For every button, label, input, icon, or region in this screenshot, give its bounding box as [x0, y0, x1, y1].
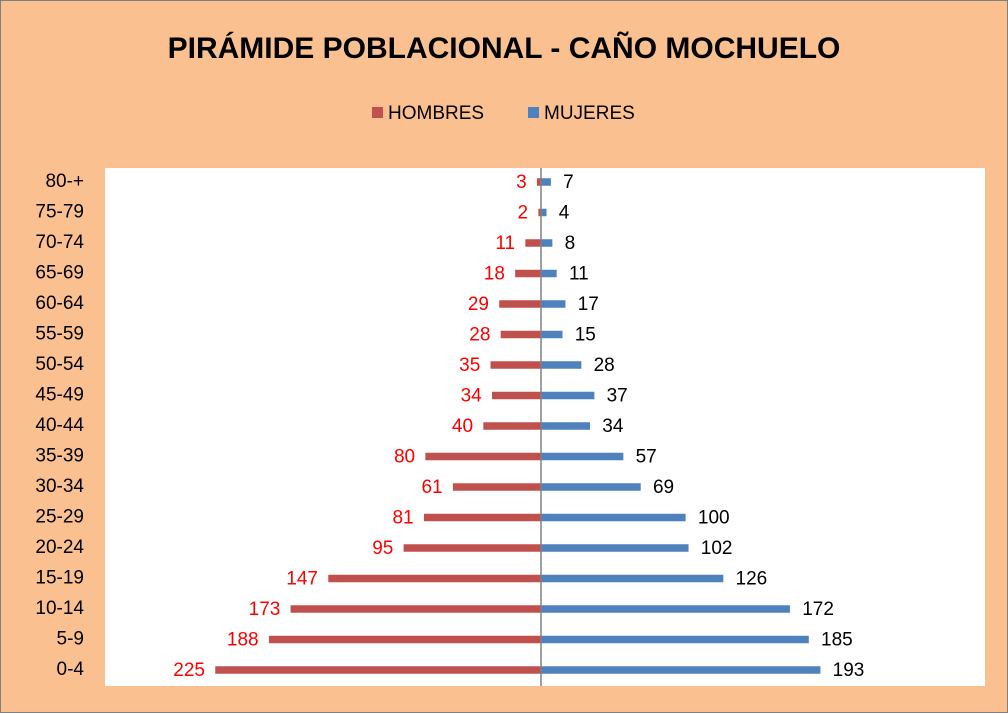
bar	[540, 635, 810, 644]
data-label: 29	[468, 294, 489, 315]
data-label: 69	[653, 477, 674, 498]
data-label: 185	[821, 630, 853, 651]
bar	[540, 360, 582, 370]
data-label: 172	[802, 599, 834, 620]
y-tick-label: 5-9	[57, 629, 84, 650]
bar	[403, 543, 542, 553]
y-tick-label: 30-34	[35, 476, 84, 497]
data-label: 95	[372, 538, 393, 559]
data-label: 28	[594, 355, 615, 376]
data-label: 37	[607, 386, 628, 407]
bar	[540, 330, 563, 339]
bar	[540, 482, 642, 492]
bar	[290, 604, 542, 614]
bar	[540, 421, 591, 431]
bar	[500, 330, 542, 339]
data-label: 11	[569, 264, 589, 285]
data-label: 35	[459, 355, 480, 376]
data-label: 11	[495, 233, 515, 254]
data-label: 34	[602, 416, 624, 437]
bar	[498, 299, 542, 309]
bar	[452, 482, 542, 492]
data-label: 61	[421, 477, 442, 498]
y-tick-label: 15-19	[35, 568, 84, 589]
bar	[423, 513, 542, 522]
bar	[540, 177, 552, 187]
y-tick-label: 65-69	[35, 263, 84, 284]
y-tick-label: 0-4	[57, 659, 85, 680]
data-label: 173	[249, 599, 281, 620]
y-tick-label: 10-14	[35, 598, 84, 619]
legend-swatch	[528, 107, 539, 118]
data-label: 126	[736, 569, 768, 590]
y-tick-label: 50-54	[35, 354, 84, 375]
bar	[540, 299, 566, 309]
data-label: 28	[469, 325, 490, 346]
data-label: 3	[516, 172, 527, 193]
bar	[540, 452, 624, 461]
bar	[514, 269, 542, 278]
data-label: 188	[227, 630, 259, 651]
bar	[214, 665, 542, 675]
bar	[540, 665, 821, 675]
bar	[540, 574, 724, 583]
bar	[327, 574, 542, 583]
data-label: 102	[701, 538, 733, 559]
y-tick-label: 20-24	[35, 537, 84, 558]
data-label: 18	[484, 264, 505, 285]
bar	[424, 452, 542, 461]
bar	[540, 238, 553, 248]
bar	[482, 421, 542, 431]
data-label: 40	[452, 416, 473, 437]
bar	[540, 543, 690, 553]
y-tick-label: 70-74	[35, 232, 84, 253]
y-tick-label: 35-39	[35, 446, 84, 467]
data-label: 80	[394, 447, 415, 468]
bar	[491, 391, 542, 400]
data-label: 17	[578, 294, 599, 315]
bar	[490, 360, 542, 370]
bar	[524, 238, 542, 248]
bar	[540, 604, 791, 614]
data-label: 8	[565, 233, 576, 254]
data-label: 100	[698, 508, 730, 529]
legend-swatch	[372, 107, 383, 118]
legend-label: MUJERES	[544, 103, 635, 124]
bar	[540, 269, 558, 278]
chart-title: PIRÁMIDE POBLACIONAL - CAÑO MOCHUELO	[168, 31, 841, 65]
data-label: 81	[392, 508, 413, 529]
data-label: 4	[559, 203, 570, 224]
y-tick-label: 80-+	[45, 171, 84, 192]
data-label: 7	[563, 172, 574, 193]
data-label: 34	[461, 386, 483, 407]
y-tick-label: 45-49	[35, 385, 84, 406]
data-label: 57	[636, 447, 657, 468]
legend-label: HOMBRES	[388, 103, 484, 124]
y-tick-label: 40-44	[35, 415, 84, 436]
y-tick-label: 55-59	[35, 324, 84, 345]
y-tick-label: 60-64	[35, 293, 84, 314]
bar	[540, 208, 548, 217]
data-label: 2	[518, 203, 529, 224]
bar	[540, 513, 687, 522]
data-label: 193	[833, 660, 865, 681]
bar	[540, 391, 595, 400]
data-label: 147	[286, 569, 318, 590]
data-label: 225	[173, 660, 205, 681]
data-label: 15	[575, 325, 596, 346]
y-tick-label: 75-79	[35, 202, 84, 223]
bar	[268, 635, 542, 644]
y-tick-label: 25-29	[35, 507, 84, 528]
